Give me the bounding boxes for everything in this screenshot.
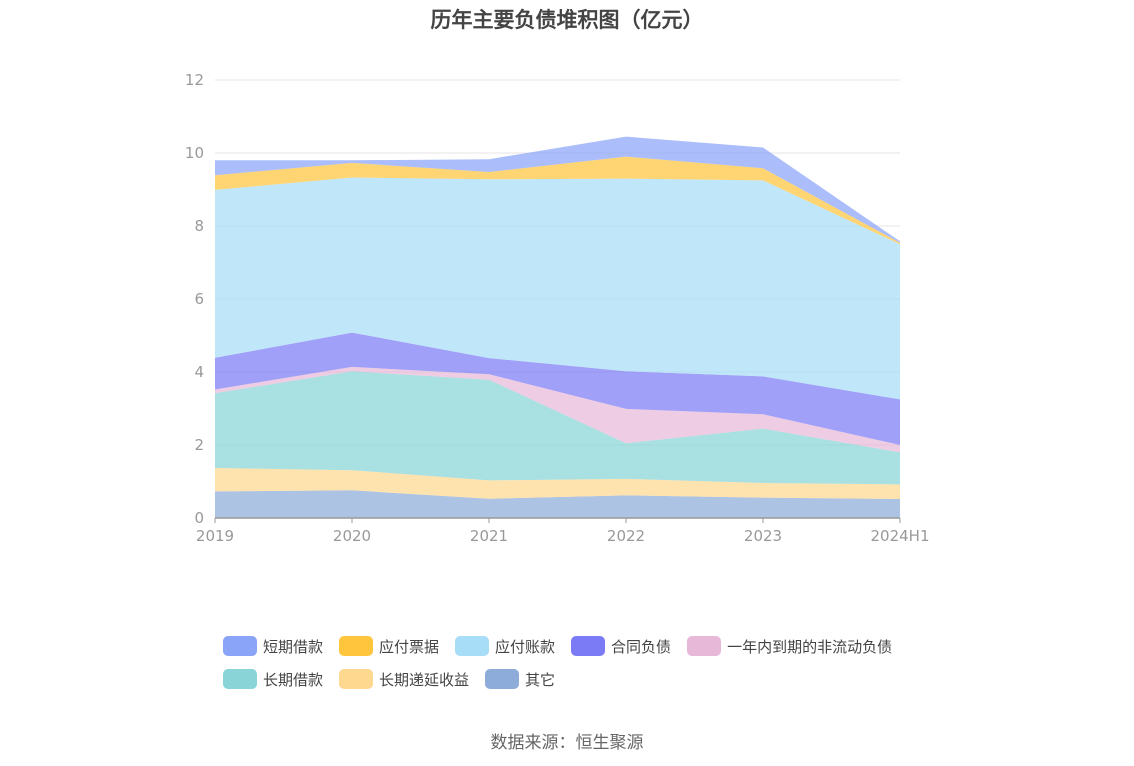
legend-swatch bbox=[223, 669, 257, 689]
legend-label: 长期借款 bbox=[263, 670, 324, 689]
area-长期递延收益 bbox=[215, 468, 900, 499]
legend-item-长期递延收益[interactable]: 长期递延收益 bbox=[339, 669, 469, 690]
y-tick-label: 0 bbox=[194, 509, 204, 527]
x-tick-label: 2024H1 bbox=[871, 527, 930, 545]
y-tick-label: 12 bbox=[185, 71, 204, 89]
area-其它 bbox=[215, 490, 900, 518]
area-合同负债 bbox=[215, 332, 900, 445]
y-tick-label: 2 bbox=[194, 436, 204, 454]
legend-item-合同负债[interactable]: 合同负债 bbox=[571, 636, 671, 657]
legend-swatch bbox=[339, 669, 374, 689]
legend-item-其它[interactable]: 其它 bbox=[485, 669, 555, 690]
y-tick-label: 8 bbox=[194, 217, 204, 235]
legend-item-长期借款[interactable]: 长期借款 bbox=[223, 669, 323, 690]
legend-label: 应付票据 bbox=[379, 637, 440, 656]
legend-row: 长期借款 长期递延收益 其它 bbox=[223, 664, 943, 694]
legend: 短期借款 应付票据 应付账款 合同负债 一年内到期的非流动负债 长期借款 长期递延收益 其它 bbox=[223, 631, 943, 697]
legend-swatch bbox=[339, 636, 374, 656]
legend-label: 应付账款 bbox=[495, 637, 556, 656]
legend-item-一年内到期的非流动负债[interactable]: 一年内到期的非流动负债 bbox=[687, 636, 892, 657]
legend-item-短期借款[interactable]: 短期借款 bbox=[223, 636, 323, 657]
area-长期借款 bbox=[215, 371, 900, 485]
x-tick-label: 2020 bbox=[333, 527, 371, 545]
legend-swatch bbox=[223, 636, 257, 656]
x-tick-label: 2023 bbox=[744, 527, 782, 545]
legend-row: 短期借款 应付票据 应付账款 合同负债 一年内到期的非流动负债 bbox=[223, 631, 943, 661]
area-一年内到期的非流动负债 bbox=[215, 366, 900, 453]
stacked-area-chart: 0 2 4 6 8 10 12 2019 2020 2021 2022 2023 2024H1 bbox=[185, 71, 930, 545]
x-tick-label: 2021 bbox=[470, 527, 508, 545]
legend-swatch bbox=[687, 636, 722, 656]
legend-swatch bbox=[485, 669, 520, 689]
x-tick-label: 2019 bbox=[196, 527, 234, 545]
legend-swatch bbox=[455, 636, 490, 656]
legend-item-应付账款[interactable]: 应付账款 bbox=[455, 636, 555, 657]
y-tick-label: 4 bbox=[194, 363, 204, 381]
area-应付票据 bbox=[215, 156, 900, 245]
legend-item-应付票据[interactable]: 应付票据 bbox=[339, 636, 439, 657]
axes: 0 2 4 6 8 10 12 2019 2020 2021 2022 2023 2024H1 bbox=[185, 71, 930, 545]
legend-swatch bbox=[571, 636, 606, 656]
legend-label: 合同负债 bbox=[611, 637, 672, 656]
area-短期借款 bbox=[215, 136, 900, 243]
legend-label: 短期借款 bbox=[263, 637, 324, 656]
legend-label: 长期递延收益 bbox=[379, 670, 470, 689]
x-tick-label: 2022 bbox=[607, 527, 645, 545]
data-source-note: 数据来源：恒生聚源 bbox=[490, 733, 644, 753]
chart-title: 历年主要负债堆积图（亿元） bbox=[430, 8, 704, 32]
y-tick-label: 10 bbox=[185, 144, 204, 162]
legend-label: 一年内到期的非流动负债 bbox=[727, 637, 893, 656]
legend-label: 其它 bbox=[525, 670, 556, 689]
y-tick-label: 6 bbox=[194, 290, 204, 308]
area-series bbox=[215, 136, 900, 518]
area-应付账款 bbox=[215, 177, 900, 400]
